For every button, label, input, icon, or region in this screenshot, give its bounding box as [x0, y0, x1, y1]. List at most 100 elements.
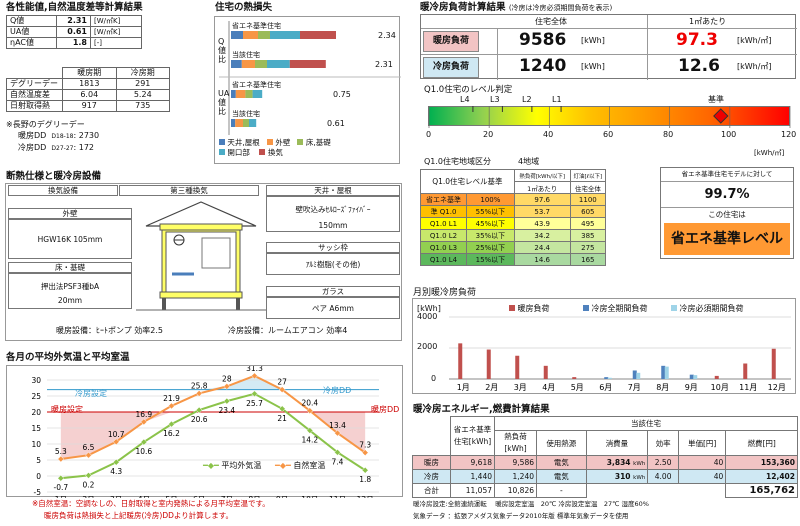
outdoor-value-label: 20.6: [191, 415, 208, 424]
outdoor-value-label: 0.2: [83, 480, 95, 489]
outdoor-value-label: -0.7: [54, 483, 69, 492]
outdoor-point: [278, 405, 286, 413]
outdoor-temp-line: [60, 392, 366, 480]
stacked-segment: [235, 90, 246, 98]
y-tick-label: 25: [31, 392, 41, 401]
y-tick-label: 10: [31, 440, 41, 449]
stacked-segment: [243, 119, 249, 127]
cool-load-total: 1240: [519, 56, 567, 76]
table-row: 合計 11,057 10,826-165,762: [412, 483, 798, 498]
natural-value-label: 31.3: [246, 366, 263, 373]
monthly-chart: 1月 2月 3月 4月 5月 6月 7月 8月 9月 10月 11月 12月 [kWh] 4000 2…: [412, 298, 796, 394]
bar: [743, 363, 748, 379]
table-row: 日射取得熱 917 735: [6, 100, 170, 112]
spec-title: 断熱仕様と暖冷房設備: [6, 171, 102, 182]
table-row: 暖房 9,618 9,586 電気 3,834 kWh 2.50 40 153,360: [412, 455, 798, 470]
load-table: 住宅全体 1㎡あたり 暖房負荷 9586 [kWh] 97.3 [kWh/㎡] …: [420, 14, 797, 80]
x-tick-label: 6月: [599, 383, 612, 392]
bar: [632, 370, 637, 379]
x-tick-label: 11月: [739, 383, 757, 392]
outdoor-point: [334, 448, 341, 456]
cool-setting-label: 冷房設定: [75, 389, 107, 398]
bar: [604, 377, 609, 379]
y-tick-label: 20: [31, 408, 41, 417]
table-row: 省エネ基準 100% 97.6 1100: [420, 193, 607, 206]
month-label: 3月: [110, 495, 122, 498]
ua-axis-label: UA値比: [218, 89, 230, 116]
cool-load-label: 冷房負荷: [423, 57, 479, 78]
x-tick-label: 3月: [514, 383, 527, 392]
bar-label: 当該住宅: [232, 110, 260, 118]
outdoor-point: [361, 466, 369, 474]
energy-foot-2: 気象データ ：拡張アメダス気象データ2010年版 標準年気象データを使用: [413, 512, 629, 520]
outdoor-value-label: 1.8: [359, 475, 371, 484]
outdoor-point: [112, 458, 120, 466]
bar: [689, 374, 694, 379]
stacked-segment: [231, 60, 242, 68]
heat-dd-label: 暖房DD: [371, 405, 400, 414]
heating-dd-area: [60, 412, 366, 460]
energy-foot-1: 暖冷房設定:全館連続運転 暖房設定室温 20℃ 冷房設定室温 27℃ 湿度60%: [413, 500, 649, 508]
bar-label: 当該住宅: [232, 51, 260, 59]
stacked-segment: [300, 31, 336, 39]
q10-title: Q1.0住宅のレベル判定: [424, 85, 513, 95]
outdoor-point: [251, 390, 258, 398]
outdoor-value-label: 25.7: [246, 399, 263, 408]
table-row: 暖房期 冷房期: [6, 67, 170, 79]
temp-chart: 30 25 20 15 10 5 0 -5 -0.7 0.2 4.3 10.6 16.2 20.6 23.4…: [6, 364, 403, 504]
stacked-segment: [231, 31, 243, 39]
ratio-value: 99.7%: [704, 187, 750, 202]
outdoor-point: [140, 438, 148, 446]
x-tick-label: 12月: [768, 383, 786, 392]
x-tick-label: 10月: [711, 383, 729, 392]
outdoor-point: [223, 397, 231, 405]
level-gradient-bar: [428, 106, 790, 126]
natural-value-label: 27: [277, 378, 287, 387]
stacked-segment: [255, 60, 267, 68]
natural-value-label: 28: [222, 374, 232, 383]
x-tick-label: 9月: [685, 383, 698, 392]
temp-note-1: ※自然室温：空調なしの、日射取得と室内発熱による月平均室温です。: [32, 499, 270, 508]
monthly-title: 月別暖冷房負荷: [413, 288, 477, 298]
table-row: 準 Q1.0 55%以下 53.7 605: [420, 205, 607, 218]
table-row: Q1.0 L2 35%以下 34.2 385: [420, 229, 607, 242]
stacked-segment: [243, 31, 258, 39]
cooling-dd-area: [60, 375, 366, 390]
stacked-segment: [235, 119, 243, 127]
result-badge: 省エネ基準レベル: [664, 223, 790, 255]
monthly-svg: 1月 2月 3月 4月 5月 6月 7月 8月 9月 10月 11月 12月: [449, 316, 791, 392]
natural-point: [195, 390, 203, 397]
perf-table: Q値 2.31 [W/㎡K] UA値 0.61 [W/㎡K] ηAC値 1.8 [-]: [6, 15, 142, 49]
natural-point: [361, 449, 369, 456]
month-label: 9月: [276, 495, 288, 498]
bar-label: 省エネ基準住宅: [232, 22, 281, 30]
outdoor-point: [168, 420, 175, 428]
month-label: 7月: [221, 495, 233, 498]
month-label: 1月: [55, 495, 67, 498]
bar: [693, 375, 698, 379]
heat-load-label: 暖房負荷: [423, 31, 479, 52]
period-table: 暖房期 冷房期 デグリーデー 1813 291 自然温度差 6.04 5.24 日射取得熱…: [6, 67, 170, 112]
ratio-box: 省エネ基準住宅モデルに対して 99.7% この住宅は 省エネ基準レベル: [660, 167, 794, 259]
energy-title: 暖冷房エネルギー,燃費計算結果: [413, 404, 550, 415]
gauge-svg: [428, 106, 791, 128]
cool-dd-label: 冷房DD: [323, 386, 352, 395]
bar: [515, 355, 520, 379]
y-tick-label: -5: [34, 488, 42, 497]
region: 4地域: [518, 157, 540, 166]
bar: [458, 343, 463, 379]
legend-cool-all: 冷房全期間負荷: [583, 305, 648, 313]
temp-title: 各月の平均外気温と平均室温: [6, 352, 130, 363]
heating-equip: 暖房設備：ﾋｰﾄポンプ 効率2.5: [56, 326, 164, 335]
natural-value-label: 25.8: [191, 381, 208, 390]
natural-value-label: 6.5: [83, 443, 95, 452]
outdoor-value-label: 23.4: [218, 406, 235, 415]
legend-outdoor: ━◆━ 平均外気温: [203, 461, 262, 470]
table-row: Q1.0 L3 25%以下 24.4 275: [420, 241, 607, 254]
outdoor-value-label: 4.3: [110, 467, 122, 476]
heat-load-per: 97.3: [676, 30, 718, 50]
levels-title: Q1.0住宅地域区分: [424, 157, 492, 166]
legend-cool-req: 冷房必須期間負荷: [671, 305, 744, 313]
table-row: デグリーデー 1813 291: [6, 78, 170, 90]
spec-panel: 換気設備 第三種換気 天井・屋根 壁吹込みｾﾙﾛｰｽﾞﾌｧｲﾊﾞｰ 150mm 外…: [5, 183, 402, 341]
